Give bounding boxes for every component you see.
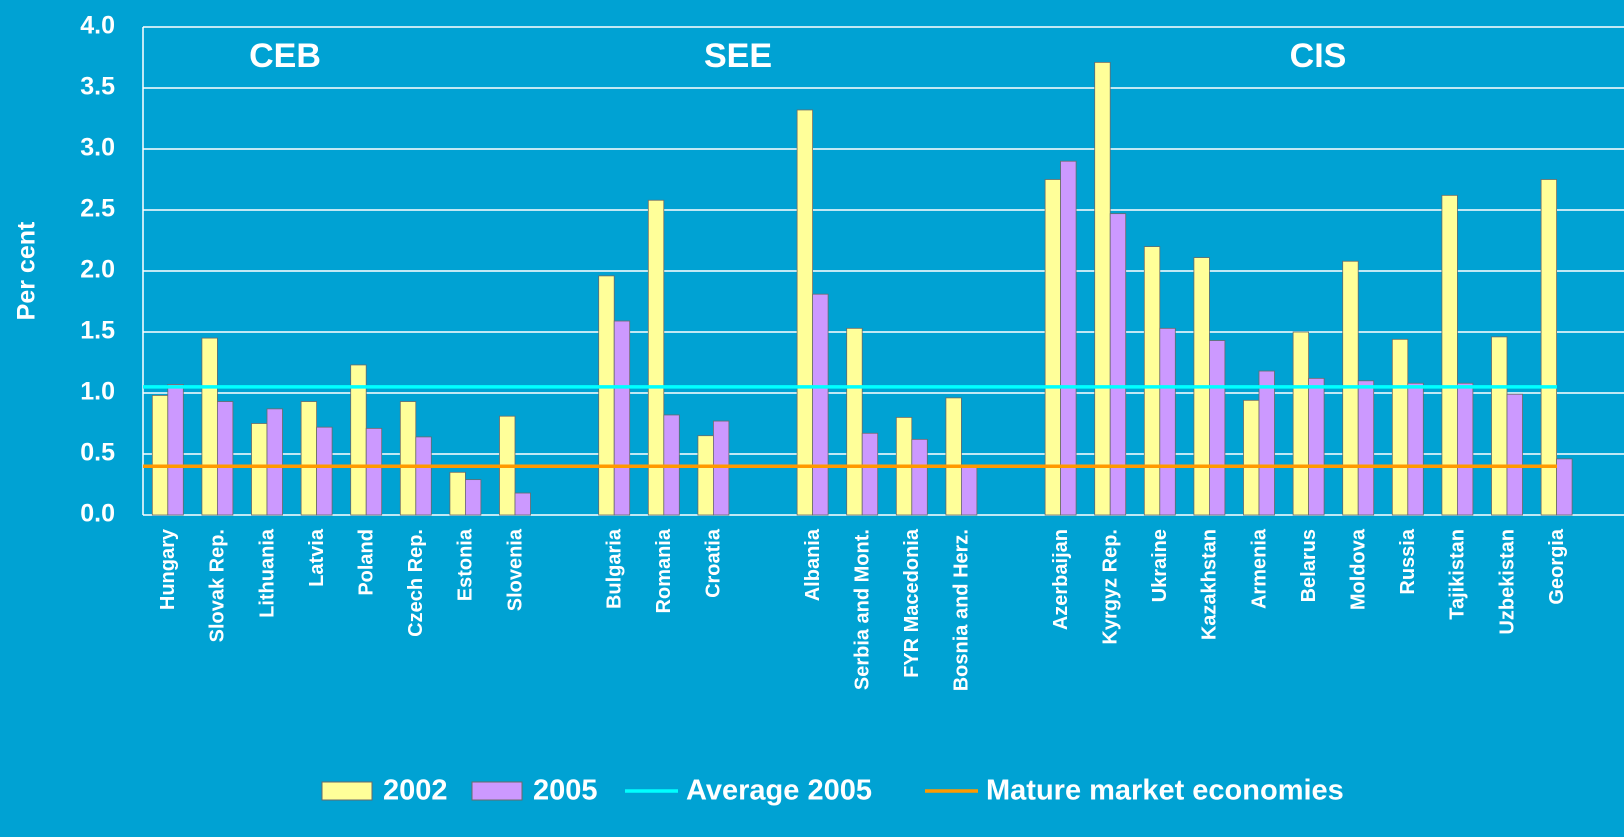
x-tick-label: Bosnia and Herz.	[951, 529, 973, 691]
bar	[961, 465, 978, 516]
bar	[449, 471, 466, 516]
bar	[151, 395, 169, 516]
bar	[1109, 213, 1127, 516]
bar	[1209, 340, 1226, 516]
x-tick-label: Armenia	[1248, 528, 1270, 609]
bar	[613, 320, 631, 516]
y-tick-label: 4.0	[80, 12, 115, 40]
legend-swatch	[471, 781, 523, 801]
x-tick-label: Lithuania	[256, 528, 278, 618]
bar	[697, 435, 714, 516]
group-label: SEE	[704, 37, 772, 75]
y-tick-label: 2.0	[80, 256, 115, 284]
y-tick-label: 3.0	[80, 134, 115, 162]
bar	[300, 401, 318, 516]
bar	[1556, 458, 1573, 516]
x-tick-label: Latvia	[306, 528, 328, 587]
y-tick-label: 0.5	[80, 439, 115, 467]
bar	[251, 423, 268, 516]
y-tick-label: 3.5	[80, 73, 115, 101]
x-tick-label: Hungary	[157, 528, 179, 610]
x-tick-label: FYR Macedonia	[901, 528, 923, 678]
bar	[598, 275, 615, 516]
bar	[796, 109, 813, 516]
legend-swatch	[321, 781, 373, 801]
bar	[1540, 179, 1557, 516]
x-tick-label: Romania	[653, 528, 675, 613]
x-tick-label: Georgia	[1546, 528, 1568, 604]
x-tick-label: Bulgaria	[603, 528, 625, 609]
bar	[861, 432, 879, 516]
bar	[415, 436, 432, 516]
legend-label: Mature market economies	[986, 775, 1344, 807]
y-tick-label: 1.5	[80, 317, 115, 345]
bar	[1258, 370, 1275, 516]
x-tick-label: Moldova	[1347, 528, 1369, 610]
x-tick-label: Belarus	[1298, 529, 1320, 602]
bar	[365, 427, 383, 516]
bar	[1243, 399, 1260, 516]
bar	[945, 397, 962, 516]
bar	[1060, 160, 1077, 516]
bar	[167, 384, 184, 516]
x-tick-label: Slovak Rep.	[207, 529, 229, 642]
bar	[216, 401, 234, 516]
x-tick-label: Tajikistan	[1447, 529, 1469, 620]
bar	[399, 401, 417, 516]
bar	[1292, 331, 1309, 516]
bar	[911, 438, 928, 516]
legend-label: 2002	[383, 775, 448, 807]
bar	[1094, 61, 1111, 516]
x-tick-label: Uzbekistan	[1496, 529, 1518, 635]
bar	[1441, 194, 1458, 516]
bar	[201, 337, 218, 516]
bar	[846, 327, 863, 516]
x-tick-label: Estonia	[455, 528, 477, 601]
x-tick-label: Ukraine	[1149, 529, 1171, 602]
bar	[464, 479, 482, 516]
bar	[266, 408, 283, 516]
bar	[1407, 382, 1424, 516]
x-tick-label: Kazakhstan	[1199, 529, 1221, 640]
group-label: CEB	[249, 37, 321, 75]
bar	[316, 426, 333, 516]
bar	[1391, 338, 1409, 516]
bar	[1506, 393, 1523, 516]
group-label: CIS	[1290, 37, 1347, 75]
x-tick-label: Albania	[802, 528, 824, 601]
bar	[1143, 246, 1161, 516]
bar	[514, 492, 531, 516]
bar	[1491, 336, 1508, 516]
x-tick-label: Czech Rep.	[405, 529, 427, 637]
x-tick-label: Kyrgyz Rep.	[1099, 529, 1121, 645]
bar	[713, 420, 730, 516]
x-tick-label: Russia	[1397, 528, 1419, 594]
legend-label: 2005	[533, 775, 598, 807]
bar	[1308, 377, 1325, 516]
x-tick-label: Serbia and Mont.	[851, 529, 873, 690]
y-axis-label: Per cent	[13, 221, 41, 320]
bar	[1159, 327, 1176, 516]
x-tick-label: Poland	[355, 529, 377, 596]
y-tick-label: 2.5	[80, 195, 115, 223]
legend-label: Average 2005	[686, 775, 872, 807]
bar	[812, 293, 829, 516]
x-tick-label: Azerbaijan	[1050, 529, 1072, 630]
bar	[1457, 382, 1474, 516]
x-tick-label: Croatia	[703, 528, 725, 598]
bar	[1357, 380, 1375, 516]
x-tick-label: Slovenia	[504, 528, 526, 611]
bar	[647, 199, 665, 516]
y-tick-label: 1.0	[80, 378, 115, 406]
y-tick-label: 0.0	[80, 500, 115, 528]
